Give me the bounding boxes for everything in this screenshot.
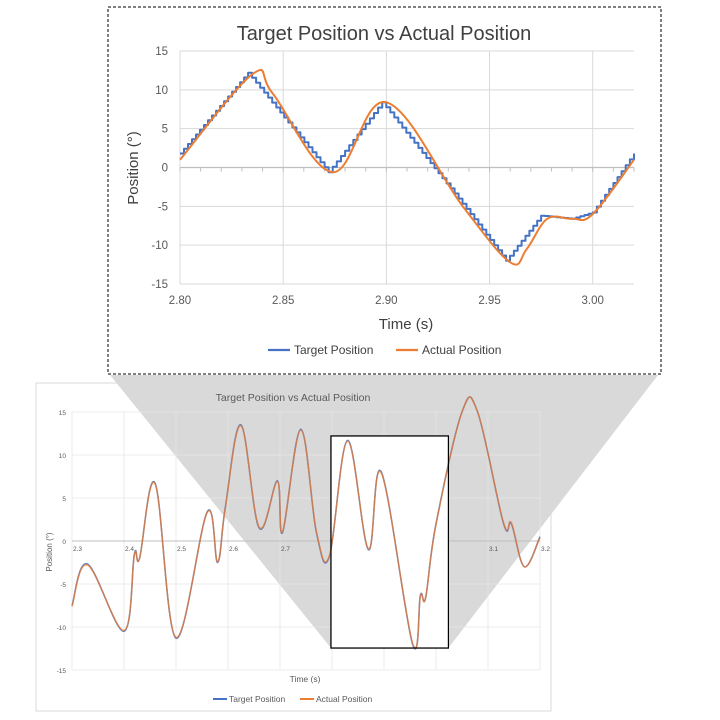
overview-series-actual-line [71, 396, 541, 649]
zoom-ytick-label: 10 [155, 85, 168, 97]
overview-xtick-label: 3.1 [489, 546, 498, 553]
zoom-ytick-label: 15 [155, 46, 168, 58]
zoom-ytick-label: -5 [158, 201, 168, 213]
zoom-legend-target-label: Target Position [294, 343, 373, 357]
zoom-xlabel: Time (s) [379, 316, 433, 333]
overview-legend: Target Position Actual Position [213, 694, 372, 704]
zoom-xtick-label: 2.95 [478, 295, 500, 307]
overview-ytick-label: 5 [62, 496, 66, 503]
zoom-ylabel: Position (°) [125, 131, 142, 205]
zoom-xtick-label: 2.90 [375, 295, 397, 307]
zoom-highlight-border [330, 435, 450, 649]
zoom-xtick-label: 3.00 [582, 295, 604, 307]
overview-ytick-label: -15 [57, 668, 67, 675]
overview-xtick-label: 2.7 [281, 546, 290, 553]
overview-xtick-label: 2.6 [229, 546, 238, 553]
zoom-highlight-fill [331, 436, 449, 648]
zoom-ytick-label: -15 [151, 279, 168, 291]
zoom-chart-border [107, 6, 662, 375]
zoom-ytick-label: -10 [151, 240, 168, 252]
zoom-chart: Target Position vs Actual Position -15 -1… [107, 6, 662, 375]
overview-ytick-label: -10 [57, 625, 67, 632]
zoom-series-actual-line [179, 68, 635, 266]
overview-xtick-label: 3.2 [541, 546, 550, 553]
overview-xtick-label: 2.5 [177, 546, 186, 553]
zoom-legend-actual-label: Actual Position [422, 343, 501, 357]
overview-legend-target-label: Target Position [229, 694, 285, 704]
overview-ytick-label: 10 [59, 453, 67, 460]
zoom-connector-area [110, 375, 658, 648]
zoom-legend: Target Position Actual Position [268, 343, 501, 357]
zoom-ytick-label: 5 [162, 124, 168, 136]
zoom-xtick-label: 2.80 [169, 295, 191, 307]
overview-chart: Target Position vs Actual Position -15 -1… [35, 382, 552, 712]
overview-xtick-label: 2.4 [125, 546, 134, 553]
overview-title: Target Position vs Actual Position [216, 392, 371, 404]
overview-legend-actual-label: Actual Position [316, 694, 372, 704]
overview-ytick-label: -5 [60, 582, 66, 589]
zoom-title: Target Position vs Actual Position [237, 23, 532, 45]
overview-ytick-label: 0 [62, 539, 66, 546]
zoom-xtick-label: 2.85 [272, 295, 294, 307]
overview-ytick-label: 15 [59, 410, 67, 417]
overview-xlabel: Time (s) [290, 674, 321, 684]
overview-xtick-label: 2.3 [73, 546, 82, 553]
overview-chart-border [35, 382, 552, 712]
overview-ylabel: Position (°) [45, 532, 54, 572]
zoom-ytick-label: 0 [162, 163, 168, 175]
